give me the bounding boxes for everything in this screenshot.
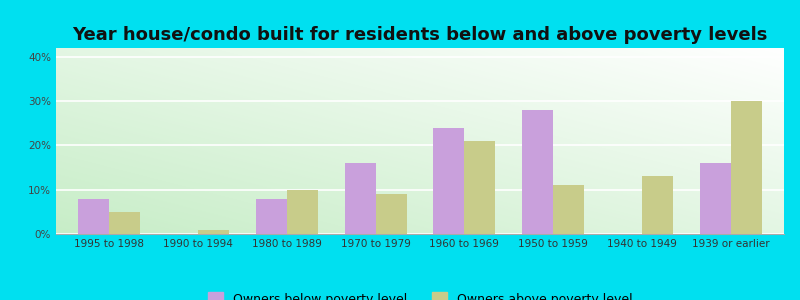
Bar bbox=[553, 185, 584, 234]
Legend: Owners below poverty level, Owners above poverty level: Owners below poverty level, Owners above… bbox=[207, 292, 633, 300]
Bar bbox=[287, 190, 318, 234]
Bar bbox=[376, 194, 406, 234]
Bar bbox=[464, 141, 495, 234]
Bar bbox=[78, 199, 110, 234]
Bar bbox=[434, 128, 464, 234]
Bar bbox=[198, 230, 229, 234]
Bar bbox=[700, 163, 730, 234]
Bar bbox=[110, 212, 140, 234]
Bar bbox=[730, 101, 762, 234]
Title: Year house/condo built for residents below and above poverty levels: Year house/condo built for residents bel… bbox=[72, 26, 768, 44]
Bar bbox=[522, 110, 553, 234]
Bar bbox=[642, 176, 673, 234]
Bar bbox=[256, 199, 287, 234]
Bar bbox=[345, 163, 376, 234]
